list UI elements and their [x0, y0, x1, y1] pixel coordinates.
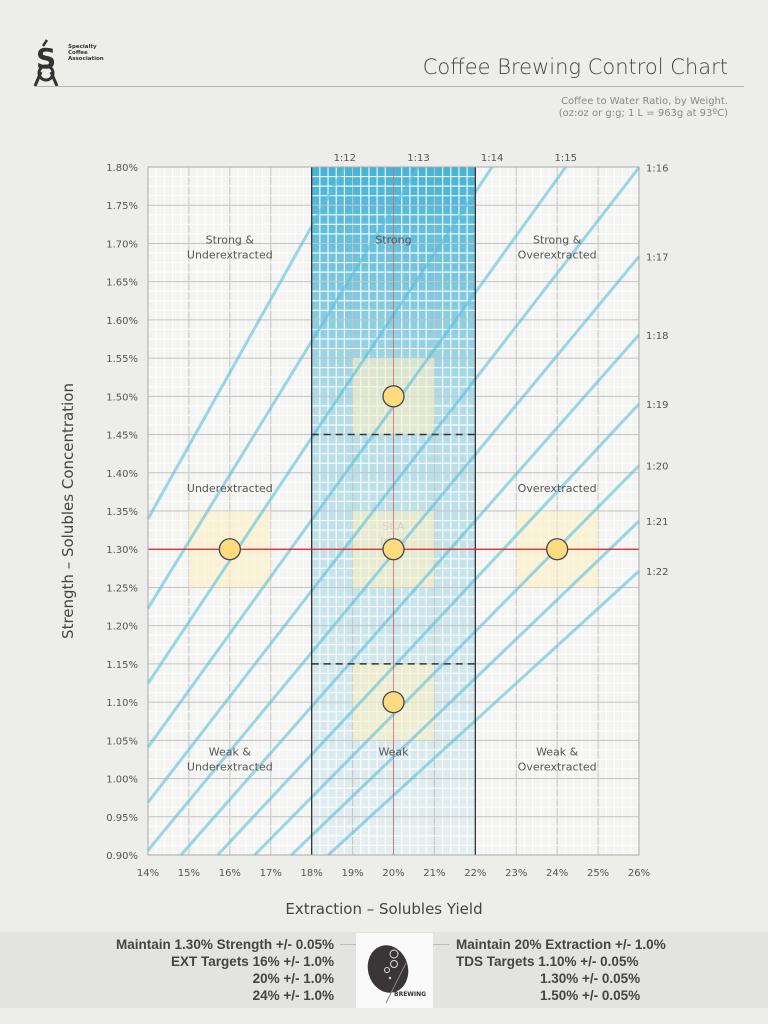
x-tick-label: 20% [382, 868, 404, 879]
x-tick-label: 19% [341, 868, 363, 879]
brewing-logo: BREWING [356, 933, 433, 1008]
x-tick-label: 21% [423, 868, 445, 879]
title-divider [34, 86, 744, 87]
y-axis-label: Strength – Solubles Concentration [59, 383, 77, 639]
y-tick-label: 0.95% [106, 813, 138, 824]
target-point [382, 538, 405, 561]
ratio-label: 1:20 [646, 462, 668, 473]
ratio-subtitle: Coffee to Water Ratio, by Weight. (oz:oz… [559, 96, 728, 120]
y-tick-label: 1.35% [106, 507, 138, 518]
ratio-line-1-14 [146, 166, 494, 685]
ratio-label: 1:12 [334, 153, 356, 164]
x-tick-label: 25% [587, 868, 609, 879]
x-tick-label: 14% [137, 868, 159, 879]
y-tick-label: 0.90% [106, 851, 138, 862]
footer-left-line: 24% +/- 1.0% [252, 988, 334, 1003]
y-tick-label: 1.10% [106, 698, 138, 709]
region-label: Strong [375, 233, 411, 246]
y-tick-label: 1.05% [106, 736, 138, 747]
chart-title: Coffee Brewing Control Chart [422, 55, 728, 79]
brewing-logo-icon [367, 945, 409, 1004]
region-label: Strong & Underextracted [187, 233, 273, 261]
ratio-label: 1:18 [646, 331, 668, 342]
region-label: Underextracted [187, 482, 273, 495]
region-label: Strong & Overextracted [518, 233, 597, 261]
y-tick-label: 1.80% [106, 163, 138, 174]
ratio-label: 1:21 [646, 517, 668, 528]
y-tick-label: 1.20% [106, 622, 138, 633]
ratio-label: 1:22 [646, 567, 668, 578]
ratio-label: 1:14 [481, 153, 503, 164]
ratio-label: 1:19 [646, 400, 668, 411]
ratio-line-1-15 [146, 166, 567, 749]
brewing-logo-text: BREWING [394, 991, 427, 998]
footer-right-line: TDS Targets 1.10% +/- 0.05% [456, 954, 639, 969]
sca-logo: S [33, 39, 59, 87]
region-label: Weak [378, 746, 409, 759]
y-tick-label: 1.45% [106, 431, 138, 442]
footer-right-line: Maintain 20% Extraction +/- 1.0% [456, 937, 666, 952]
y-tick-label: 1.40% [106, 469, 138, 480]
y-tick-label: 1.50% [106, 392, 138, 403]
y-tick-label: 1.55% [106, 354, 138, 365]
target-point [218, 538, 241, 561]
ratio-lines [146, 166, 641, 857]
footer-right-line: 1.50% +/- 0.05% [540, 988, 641, 1003]
footer-connector-right [433, 944, 449, 945]
x-tick-label: 15% [178, 868, 200, 879]
footer-left: Maintain 1.30% Strength +/- 0.05% EXT Ta… [116, 936, 334, 1004]
ratio-line-1-21 [290, 520, 641, 857]
footer-left-line: Maintain 1.30% Strength +/- 0.05% [116, 937, 334, 952]
footer-right-line: 1.30% +/- 0.05% [540, 971, 641, 986]
y-tick-label: 1.75% [106, 201, 138, 212]
footer-left-line: 20% +/- 1.0% [252, 971, 334, 986]
footer-connector-left [340, 944, 356, 945]
footer-left-line: EXT Targets 16% +/- 1.0% [171, 954, 334, 969]
y-tick-label: 1.15% [106, 660, 138, 671]
ratio-line-1-18 [179, 333, 641, 856]
ratio-label: 1:17 [646, 253, 668, 264]
ratio-line-1-20 [253, 464, 641, 857]
region-label: Weak & Underextracted [187, 746, 273, 774]
x-tick-label: 26% [628, 868, 650, 879]
plot-border [147, 166, 640, 856]
target-point [382, 690, 405, 714]
region-label: Weak & Overextracted [518, 746, 597, 774]
target-point [382, 385, 405, 408]
x-tick-label: 17% [260, 868, 282, 879]
ratio-line-1-13 [146, 166, 420, 610]
subtitle-line1: Coffee to Water Ratio, by Weight. [561, 96, 728, 107]
ratio-label: 1:16 [646, 164, 668, 175]
x-tick-label: 22% [464, 868, 486, 879]
x-tick-label: 16% [219, 868, 241, 879]
brewing-control-chart: 1:12 1:13 1:14 1:15 1:16 1:17 1:18 1:19 1:20 1:21… [59, 153, 668, 918]
x-tick-label: 24% [546, 868, 568, 879]
ratio-label: 1:13 [407, 153, 429, 164]
y-tick-label: 1.00% [106, 775, 138, 786]
footer-right: Maintain 20% Extraction +/- 1.0% TDS Tar… [456, 936, 666, 1004]
ratio-line-1-22 [327, 569, 641, 857]
subtitle-line2: (oz:oz or g:g; 1 L = 963g at 93ºC) [558, 108, 728, 119]
y-tick-label: 1.60% [106, 316, 138, 327]
x-tick-label: 23% [505, 868, 527, 879]
ratio-label: 1:15 [555, 153, 577, 164]
x-axis-label: Extraction – Solubles Yield [285, 900, 482, 918]
y-tick-label: 1.70% [106, 239, 138, 250]
y-tick-label: 1.25% [106, 583, 138, 594]
y-tick-label: 1.65% [106, 278, 138, 289]
x-tick-label: 18% [301, 868, 323, 879]
target-point [546, 538, 569, 561]
logo-text: Specialty Coffee Association [68, 44, 104, 62]
ratio-line-1-19 [216, 402, 641, 857]
y-tick-label: 1.30% [106, 545, 138, 556]
region-label: Overextracted [518, 482, 597, 495]
